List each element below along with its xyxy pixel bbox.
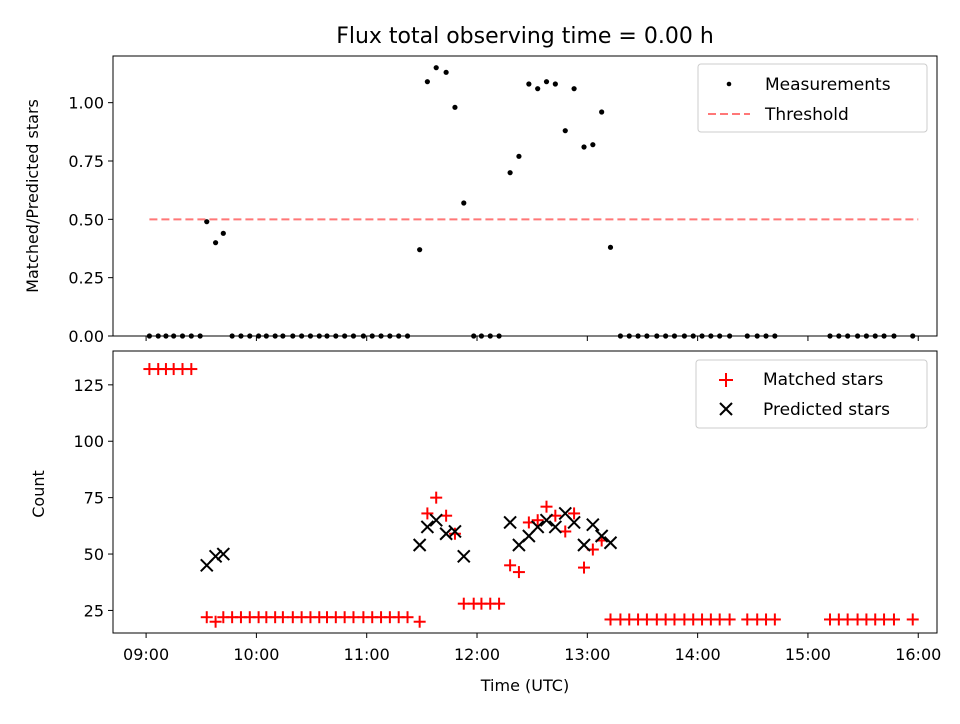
legend-measurements-label: Measurements xyxy=(765,75,891,95)
bottom-plot-frame xyxy=(112,350,938,634)
matched-star-point xyxy=(568,507,581,520)
x-tick-label: 09:00 xyxy=(123,645,169,664)
predicted-star-point xyxy=(420,520,435,534)
predicted-star-point xyxy=(503,515,517,530)
predicted-star-point xyxy=(567,515,581,530)
top-y-tick-label: 0.25 xyxy=(68,269,104,288)
legend-matched-marker xyxy=(719,373,733,387)
x-tick-label: 11:00 xyxy=(344,645,390,664)
measurement-point xyxy=(212,240,219,246)
predicted-star-point xyxy=(539,513,554,527)
legend-threshold-label: Threshold xyxy=(764,105,849,125)
predicted-star-point xyxy=(577,538,591,552)
measurement-point xyxy=(543,79,550,85)
bottom-y-tick-label: 75 xyxy=(84,489,104,508)
measurement-point xyxy=(590,142,596,148)
predicted-star-point xyxy=(439,527,453,541)
x-tick-label: 13:00 xyxy=(564,645,610,664)
top-legend-box xyxy=(697,63,928,133)
top-panel: 0.00 0.25 0.50 0.75 1.00 Matched/Predicted s… xyxy=(23,55,938,346)
top-y-axis-label: Matched/Predicted stars xyxy=(23,99,42,293)
predicted-star-point xyxy=(594,529,609,543)
matched-star-point xyxy=(185,363,198,376)
predicted-star-point xyxy=(429,513,443,527)
matched-star-point xyxy=(413,615,426,628)
top-y-tick-label: 0.75 xyxy=(68,152,104,171)
predicted-star-point xyxy=(448,524,462,539)
matched-star-point xyxy=(430,491,443,504)
matched-star-point xyxy=(209,615,222,628)
bottom-legend-box xyxy=(695,359,928,429)
x-tick-label: 14:00 xyxy=(675,645,721,664)
x-tick-label: 10:00 xyxy=(233,645,279,664)
predicted-star-point xyxy=(457,549,471,564)
matched-star-point xyxy=(887,613,900,626)
bottom-y-tick-label: 125 xyxy=(73,376,104,395)
matched-star-point xyxy=(421,507,434,520)
measurement-point xyxy=(526,81,532,87)
legend-measurements-marker xyxy=(726,81,732,87)
measurement-point xyxy=(424,79,430,85)
measurement-point xyxy=(552,81,558,87)
measurement-point xyxy=(516,153,522,159)
measurement-point xyxy=(443,69,449,75)
measurement-point xyxy=(417,247,423,253)
matched-star-point xyxy=(723,613,736,626)
measurement-point xyxy=(571,86,577,92)
x-tick-label: 15:00 xyxy=(785,645,831,664)
predicted-star-point xyxy=(586,518,600,532)
measurement-point xyxy=(581,144,587,150)
predicted-star-point xyxy=(412,538,427,552)
matched-star-point xyxy=(504,559,517,572)
matched-star-point xyxy=(578,561,591,574)
bottom-y-tick-label: 100 xyxy=(73,432,104,451)
matched-star-point xyxy=(512,566,525,579)
measurement-point xyxy=(433,65,439,71)
measurement-point xyxy=(507,170,513,176)
x-axis-label: Time (UTC) xyxy=(480,676,569,695)
predicted-star-point xyxy=(548,520,563,534)
bottom-legend: Matched stars Predicted stars xyxy=(695,359,928,429)
top-y-tick-label: 0.00 xyxy=(68,327,104,346)
matched-star-point xyxy=(401,611,414,624)
matched-star-point xyxy=(493,597,506,610)
bottom-y-axis-label: Count xyxy=(29,470,48,518)
top-y-tick-label: 0.50 xyxy=(68,210,104,229)
matched-star-point xyxy=(906,613,919,626)
measurement-point xyxy=(562,128,568,134)
top-legend: Measurements Threshold xyxy=(697,63,928,133)
measurement-point xyxy=(535,86,541,92)
x-tick-label: 16:00 xyxy=(895,645,941,664)
measurement-point xyxy=(607,244,614,250)
top-plot-frame xyxy=(112,55,938,337)
top-y-tick-label: 1.00 xyxy=(68,94,104,113)
legend-predicted-marker xyxy=(719,402,733,416)
bottom-y-tick-label: 25 xyxy=(84,601,104,620)
measurement-point xyxy=(452,104,458,110)
matched-star-point xyxy=(559,525,572,538)
legend-matched-label: Matched stars xyxy=(763,370,883,390)
matched-star-point xyxy=(448,527,461,540)
chart-title: Flux total observing time = 0.00 h xyxy=(336,24,714,49)
matched-star-point xyxy=(200,611,213,624)
bottom-y-tick-label: 50 xyxy=(84,545,104,564)
predicted-star-point xyxy=(530,520,545,534)
predicted-star-point xyxy=(208,549,223,564)
predicted-star-point xyxy=(603,536,618,550)
predicted-star-point xyxy=(216,547,231,561)
measurement-point xyxy=(599,109,605,115)
matched-star-point xyxy=(540,500,553,513)
matched-star-point xyxy=(440,509,453,522)
matched-star-point xyxy=(531,514,544,527)
bottom-panel: 25 50 75 100 125 09:00 10:00 11:00 12:00 13:00 14… xyxy=(29,350,941,695)
legend-predicted-label: Predicted stars xyxy=(763,400,890,420)
matched-star-point xyxy=(768,613,781,626)
measurement-point xyxy=(461,200,467,206)
measurement-point xyxy=(204,219,210,225)
measurement-point xyxy=(220,230,226,236)
x-tick-label: 12:00 xyxy=(454,645,500,664)
